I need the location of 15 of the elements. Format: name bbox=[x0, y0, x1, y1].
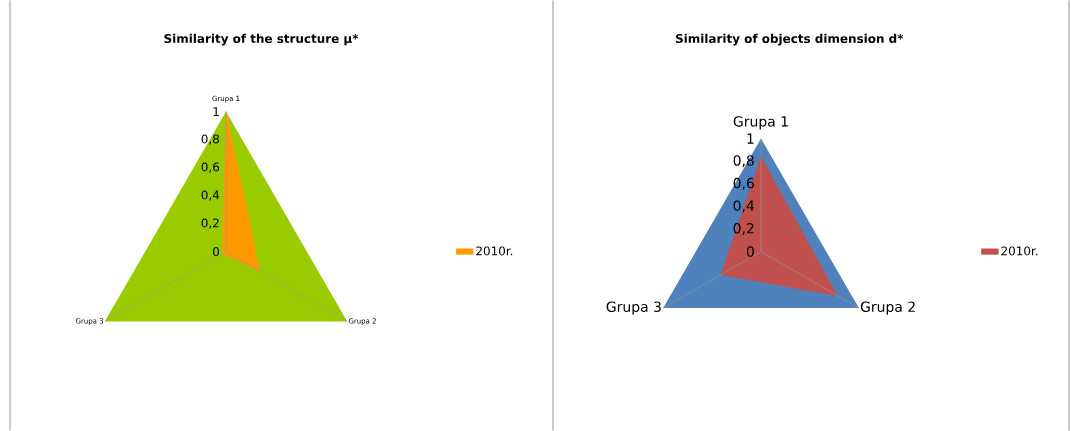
y-tick-label: 1 bbox=[213, 107, 219, 116]
chart-title: Similarity of objects dimension d* bbox=[675, 33, 904, 46]
spoke-label: Grupa 1 bbox=[733, 116, 788, 130]
spoke-label: Grupa 3 bbox=[606, 301, 661, 315]
y-tick-label: 0,4 bbox=[201, 190, 220, 201]
legend-label: 2010r. bbox=[1001, 246, 1038, 256]
y-tick-label: 0 bbox=[746, 246, 754, 257]
legend-label: 2010r. bbox=[476, 246, 513, 256]
y-tick-label: 1 bbox=[747, 133, 754, 144]
spoke-label: Grupa 2 bbox=[860, 301, 915, 315]
chart-title: Similarity of the structure μ* bbox=[164, 33, 359, 46]
y-tick-label: 0 bbox=[212, 246, 220, 257]
y-tick-label: 0,6 bbox=[201, 162, 220, 173]
y-tick-label: 0,2 bbox=[201, 218, 219, 229]
y-tick-label: 0,4 bbox=[733, 200, 755, 213]
